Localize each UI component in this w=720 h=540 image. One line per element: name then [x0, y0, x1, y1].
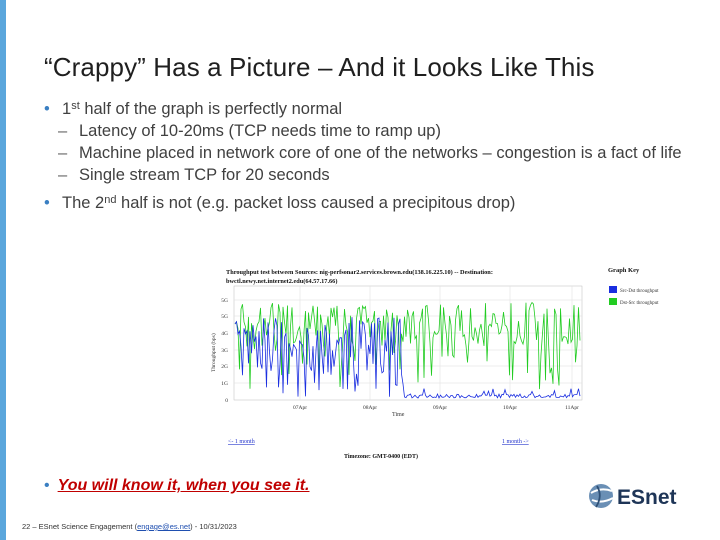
key-label-dst-src: Dst-Src throughput — [620, 301, 659, 306]
bottom-bullet: • You will know it, when you see it. — [44, 477, 310, 495]
x-tick-label: 11Apr — [565, 405, 579, 411]
next-month-link[interactable]: 1 month -> — [502, 439, 529, 445]
dst-src-series — [234, 301, 581, 390]
bullet-list: • 1st half of the graph is perfectly nor… — [44, 98, 704, 214]
x-tick-labels: 07Apr 08Apr 09Apr 10Apr 11Apr — [293, 405, 579, 411]
y-tick-label: 5G — [221, 298, 228, 304]
sub-bullet-single-stream: – Single stream TCP for 20 seconds — [58, 166, 330, 184]
graph-title-line2: bwctl.newy.net.internet2.edu(64.57.17.66… — [226, 278, 337, 285]
plot-area — [233, 285, 583, 401]
footer: 22 – ESnet Science Engagement (engage@es… — [22, 522, 237, 531]
y-tick-labels: 5G 5G 4G 3G 2G 1G 0 — [221, 298, 228, 404]
bullet-dot-icon: • — [44, 477, 50, 494]
dash-icon: – — [58, 122, 68, 140]
y-tick-label: 4G — [221, 331, 228, 337]
key-swatch-src-dst — [609, 286, 617, 293]
y-tick-label: 2G — [221, 364, 228, 370]
throughput-graph: Throughput test between Sources: nig-per… — [210, 267, 659, 460]
accent-bar — [0, 0, 6, 540]
y-tick-label: 1G — [221, 381, 228, 387]
y-tick-label: 3G — [221, 348, 228, 354]
sub-bullet-machine: – Machine placed in network core of one … — [58, 144, 682, 162]
y-tick-label: 0 — [225, 398, 228, 404]
bullet-second-half: • The 2nd half is not (e.g. packet loss … — [44, 194, 516, 212]
globe-icon — [589, 484, 613, 508]
bullet-dot-icon: • — [44, 194, 50, 212]
bullet-first-half: • 1st half of the graph is perfectly nor… — [44, 100, 343, 118]
x-tick-label: 07Apr — [293, 405, 307, 411]
x-tick-label: 08Apr — [363, 405, 377, 411]
logo-text: ESnet — [617, 486, 677, 509]
slide-title: “Crappy” Has a Picture – And it Looks Li… — [44, 52, 595, 82]
dash-icon: – — [58, 166, 68, 184]
x-tick-label: 09Apr — [433, 405, 447, 411]
key-label-src-dst: Src-Dst throughput — [620, 289, 659, 294]
sub-bullet-latency: – Latency of 10-20ms (TCP needs time to … — [58, 122, 441, 140]
email-link[interactable]: engage@es.net — [137, 522, 191, 531]
graph-title-line1: Throughput test between Sources: nig-per… — [226, 269, 493, 276]
esnet-logo: ESnet — [589, 484, 677, 509]
timezone-label: Timezone: GMT-0400 (EDT) — [344, 453, 418, 460]
graph-key-title: Graph Key — [608, 267, 640, 274]
dash-icon: – — [58, 144, 68, 162]
key-swatch-dst-src — [609, 298, 617, 305]
y-axis-label: Throughput (bps) — [210, 333, 217, 372]
x-axis-label: Time — [392, 412, 405, 418]
y-tick-label: 5G — [221, 314, 228, 320]
x-tick-label: 10Apr — [503, 405, 517, 411]
prev-month-link[interactable]: <- 1 month — [228, 439, 255, 445]
emphasis-text: You will know it, when you see it. — [57, 477, 310, 494]
bullet-dot-icon: • — [44, 100, 50, 118]
src-dst-series — [234, 317, 581, 399]
